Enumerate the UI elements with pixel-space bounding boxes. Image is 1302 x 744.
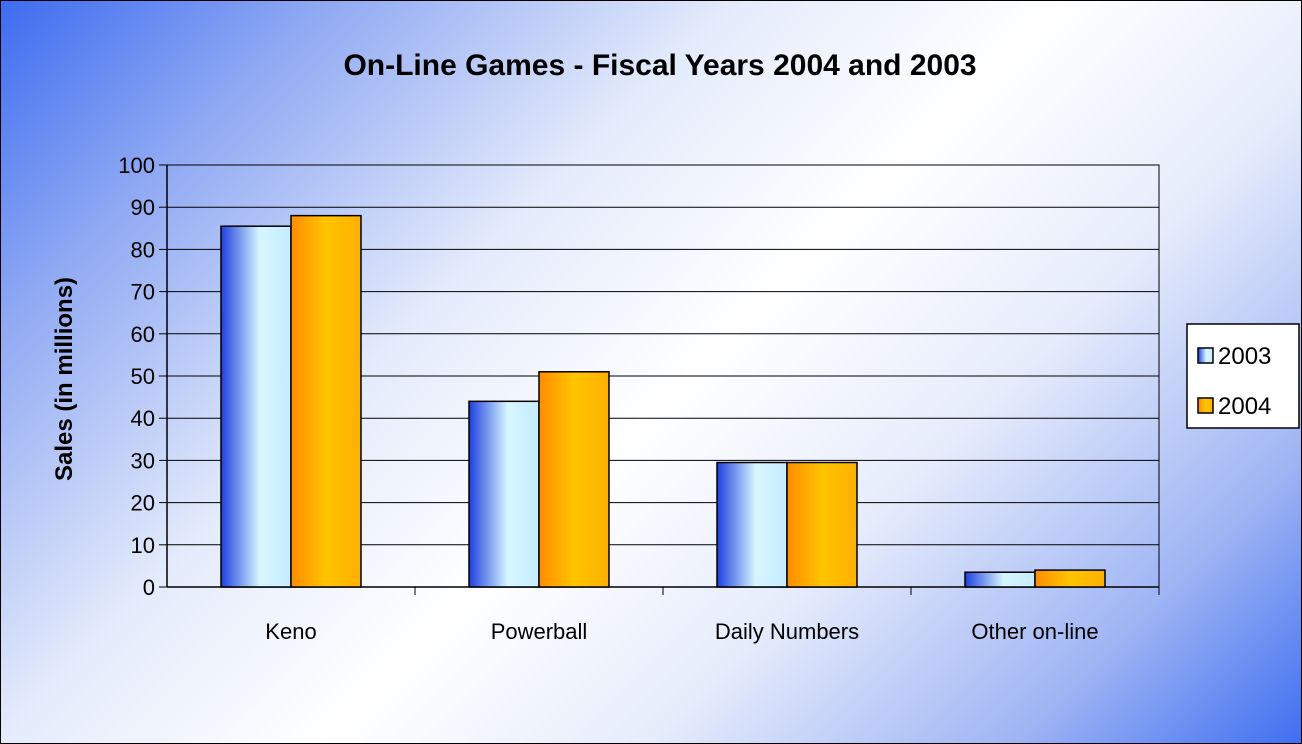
legend-label-2004: 2004 — [1218, 393, 1271, 420]
y-tick-label: 40 — [131, 406, 155, 431]
y-tick-label: 0 — [143, 575, 155, 600]
chart-title: On-Line Games - Fiscal Years 2004 and 20… — [343, 49, 976, 82]
y-tick-label: 20 — [131, 491, 155, 516]
x-tick-label: Powerball — [491, 619, 588, 644]
y-tick-label: 100 — [118, 153, 155, 178]
bar-2003-powerball — [468, 400, 540, 588]
bar-2003-keno — [220, 225, 292, 588]
x-tick-label: Other on-line — [971, 619, 1098, 644]
bar-2004-other-on-line — [1034, 569, 1106, 588]
legend-swatch-2003 — [1197, 347, 1214, 364]
y-tick-label: 30 — [131, 448, 155, 473]
plot-area: 0 10 20 30 40 50 60 70 80 90 100 Keno Powerball Daily… — [118, 153, 1160, 644]
y-tick-label: 90 — [131, 195, 155, 220]
bar-2003-daily-numbers — [716, 461, 788, 588]
y-tick-label: 80 — [131, 237, 155, 262]
bar-2004-daily-numbers — [786, 461, 858, 588]
x-tick-label: Daily Numbers — [715, 619, 859, 644]
y-tick-label: 60 — [131, 322, 155, 347]
x-tick-label: Keno — [265, 619, 316, 644]
legend-label-2003: 2003 — [1218, 343, 1271, 370]
bar-2004-keno — [290, 214, 362, 588]
legend-swatch-2004 — [1197, 397, 1214, 414]
bar-2004-powerball — [538, 371, 610, 588]
legend: 2003 2004 — [1186, 323, 1300, 429]
y-tick-label: 10 — [131, 533, 155, 558]
bar-2003-other-on-line — [964, 571, 1036, 588]
y-axis-label: Sales (in millions) — [51, 277, 78, 481]
y-tick-label: 70 — [131, 280, 155, 305]
y-tick-label: 50 — [131, 364, 155, 389]
